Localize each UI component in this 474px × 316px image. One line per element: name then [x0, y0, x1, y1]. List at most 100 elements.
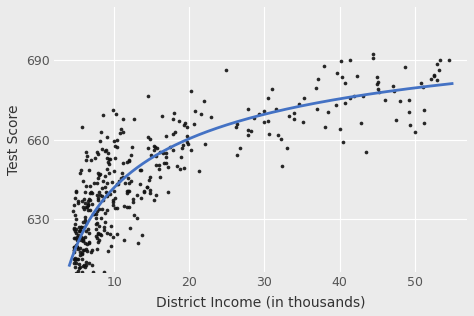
Point [320, 64, 328, 69]
Point [207, 115, 215, 120]
Point [73, 282, 81, 287]
Y-axis label: Test Score: Test Score [7, 104, 21, 175]
Point [113, 111, 120, 116]
Point [103, 167, 111, 172]
Point [96, 192, 103, 198]
Point [162, 134, 170, 139]
Point [82, 234, 89, 239]
Point [127, 153, 135, 158]
Point [170, 147, 177, 152]
Point [81, 273, 89, 278]
Point [76, 265, 84, 270]
Point [72, 261, 80, 266]
Point [100, 113, 107, 118]
Point [143, 185, 151, 190]
Point [114, 138, 121, 143]
Point [178, 146, 186, 151]
Point [100, 270, 108, 275]
Point [85, 240, 92, 245]
Point [85, 227, 92, 232]
Point [94, 240, 101, 245]
Point [88, 250, 95, 255]
Point [84, 203, 92, 208]
Point [75, 228, 83, 233]
Point [95, 223, 102, 228]
Point [93, 180, 100, 185]
Point [291, 116, 298, 121]
Point [74, 198, 82, 204]
Point [73, 271, 81, 276]
Point [143, 184, 151, 189]
X-axis label: District Income (in thousands): District Income (in thousands) [156, 295, 365, 309]
Point [312, 86, 319, 91]
Point [134, 216, 141, 221]
Point [80, 219, 87, 224]
Point [86, 208, 94, 213]
Point [420, 120, 428, 125]
Point [84, 198, 92, 203]
Point [83, 279, 91, 284]
Point [171, 129, 179, 134]
Point [70, 202, 78, 207]
Point [369, 55, 376, 60]
Point [79, 270, 86, 275]
Point [73, 226, 80, 231]
Point [111, 143, 119, 148]
Point [86, 184, 93, 189]
Point [82, 228, 90, 233]
Point [146, 174, 154, 179]
Point [75, 261, 82, 266]
Point [70, 247, 78, 252]
Point [357, 120, 365, 125]
Point [82, 247, 90, 252]
Point [82, 158, 90, 163]
Point [85, 168, 92, 173]
Point [93, 209, 101, 214]
Point [333, 70, 340, 76]
Point [103, 135, 111, 140]
Point [113, 231, 121, 236]
Point [87, 190, 95, 195]
Point [101, 173, 109, 179]
Point [370, 52, 377, 57]
Point [88, 202, 96, 207]
Point [428, 77, 435, 82]
Point [119, 130, 127, 135]
Point [125, 189, 133, 194]
Point [72, 189, 80, 194]
Point [389, 84, 397, 89]
Point [176, 167, 184, 172]
Point [73, 270, 80, 275]
Point [99, 147, 106, 152]
Point [97, 232, 104, 237]
Point [72, 216, 80, 222]
Point [79, 239, 87, 244]
Point [405, 98, 412, 103]
Point [129, 199, 137, 204]
Point [76, 229, 84, 234]
Point [341, 80, 348, 85]
Point [184, 141, 192, 146]
Point [81, 217, 89, 222]
Point [70, 236, 78, 241]
Point [73, 244, 81, 249]
Point [73, 189, 80, 194]
Point [120, 238, 128, 243]
Point [78, 198, 86, 204]
Point [195, 168, 203, 173]
Point [153, 192, 160, 197]
Point [244, 106, 252, 111]
Point [183, 139, 191, 144]
Point [105, 156, 113, 161]
Point [244, 133, 252, 138]
Point [255, 112, 263, 117]
Point [70, 257, 78, 262]
Point [97, 215, 104, 220]
Point [144, 93, 152, 98]
Point [102, 148, 110, 153]
Point [119, 116, 127, 121]
Point [103, 156, 111, 161]
Point [87, 157, 95, 162]
Point [71, 245, 78, 250]
Point [324, 110, 331, 115]
